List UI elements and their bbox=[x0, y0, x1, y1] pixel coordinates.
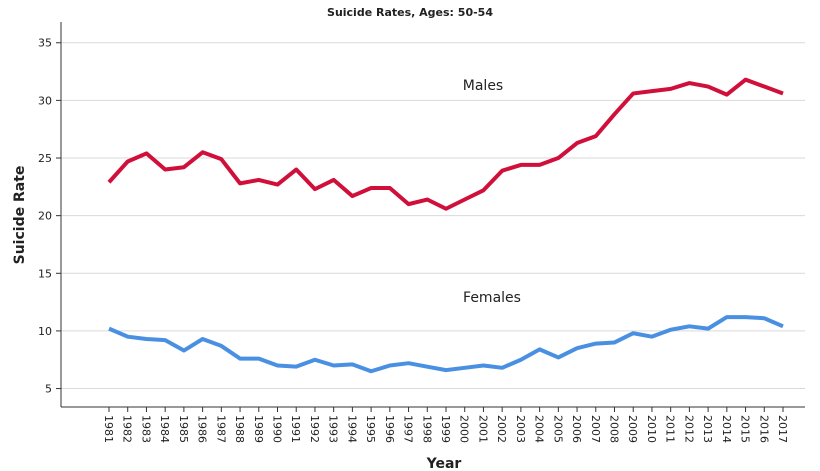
x-axis-label: Year bbox=[426, 456, 462, 471]
chart-title: Suicide Rates, Ages: 50-54 bbox=[327, 6, 493, 19]
x-tick-label: 2002 bbox=[495, 415, 508, 443]
x-tick-label: 2015 bbox=[739, 415, 752, 443]
x-tick-label: 1992 bbox=[308, 415, 321, 443]
y-tick-label: 35 bbox=[38, 37, 52, 50]
y-tick-label: 30 bbox=[38, 94, 52, 107]
x-tick-label: 1983 bbox=[139, 415, 152, 443]
x-tick-label: 1991 bbox=[289, 415, 302, 443]
y-tick-label: 5 bbox=[45, 383, 52, 396]
x-tick-label: 2007 bbox=[589, 415, 602, 443]
series-label: Females bbox=[463, 290, 521, 306]
x-tick-label: 1997 bbox=[402, 415, 415, 443]
x-tick-label: 2010 bbox=[645, 415, 658, 443]
x-tick-label: 1995 bbox=[364, 415, 377, 443]
x-tick-label: 1996 bbox=[383, 415, 396, 443]
x-tick-label: 2011 bbox=[664, 415, 677, 443]
x-tick-label: 1998 bbox=[420, 415, 433, 443]
y-tick-label: 15 bbox=[38, 267, 52, 280]
x-tick-label: 2001 bbox=[476, 415, 489, 443]
x-tick-label: 1982 bbox=[121, 415, 134, 443]
x-tick-label: 2013 bbox=[701, 415, 714, 443]
x-tick-label: 2005 bbox=[551, 415, 564, 443]
x-tick-label: 1986 bbox=[196, 415, 209, 443]
x-tick-label: 1999 bbox=[439, 415, 452, 443]
y-tick-label: 20 bbox=[38, 210, 52, 223]
x-tick-label: 2004 bbox=[533, 415, 546, 443]
x-tick-label: 1981 bbox=[102, 415, 115, 443]
y-axis-label: Suicide Rate bbox=[12, 166, 28, 265]
series-line bbox=[107, 77, 784, 211]
x-tick-label: 1987 bbox=[214, 415, 227, 443]
x-tick-label: 2014 bbox=[720, 415, 733, 443]
x-tick-label: 1994 bbox=[345, 415, 358, 443]
series-line bbox=[108, 315, 784, 374]
y-tick-label: 25 bbox=[38, 152, 52, 165]
x-tick-label: 1984 bbox=[158, 415, 171, 443]
y-tick-label: 10 bbox=[38, 325, 52, 338]
x-tick-label: 2012 bbox=[682, 415, 695, 443]
x-tick-label: 2017 bbox=[776, 415, 789, 443]
x-tick-label: 2006 bbox=[570, 415, 583, 443]
x-tick-label: 2000 bbox=[458, 415, 471, 443]
x-tick-label: 2008 bbox=[608, 415, 621, 443]
x-tick-label: 1988 bbox=[233, 415, 246, 443]
x-tick-label: 2009 bbox=[626, 415, 639, 443]
x-tick-label: 2003 bbox=[514, 415, 527, 443]
x-tick-label: 1985 bbox=[177, 415, 190, 443]
x-tick-label: 1989 bbox=[252, 415, 265, 443]
x-tick-label: 1993 bbox=[327, 415, 340, 443]
x-tick-label: 1990 bbox=[271, 415, 284, 443]
x-tick-label: 2016 bbox=[757, 415, 770, 443]
series-label: Males bbox=[463, 78, 503, 94]
